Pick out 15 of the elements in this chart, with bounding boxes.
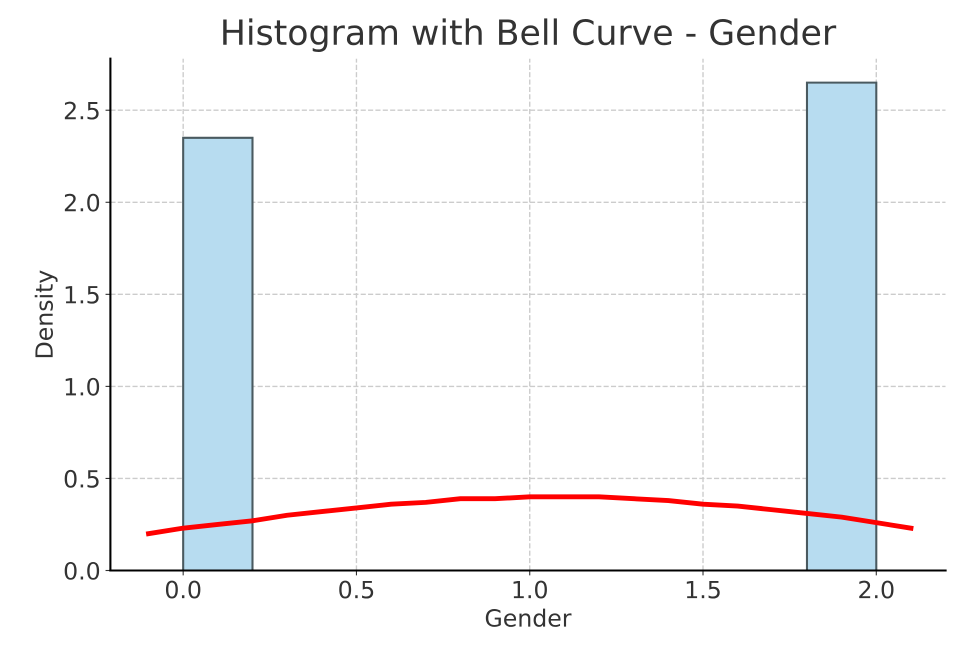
line-series [146, 494, 914, 536]
x-axis-title: Gender [486, 608, 572, 627]
y-tick-label: 1.0 [66, 378, 100, 396]
y-axis-title: Density [34, 270, 58, 358]
y-tick-label: 0.5 [64, 470, 99, 488]
x-tick-label: 2.0 [859, 580, 894, 598]
x-tick-label: 1.0 [514, 580, 547, 598]
chart-title: Histogram with Bell Curve - Gender [223, 18, 836, 52]
y-tick-label: 2.0 [64, 194, 100, 212]
y-tick-label: 2.5 [64, 102, 99, 120]
x-tick-label: 0.0 [166, 580, 200, 598]
x-tick-label: 0.5 [339, 580, 374, 598]
y-tick-label: 0.0 [64, 562, 100, 580]
x-tick-label: 1.5 [686, 580, 720, 598]
y-tick-label: 1.5 [66, 286, 99, 304]
